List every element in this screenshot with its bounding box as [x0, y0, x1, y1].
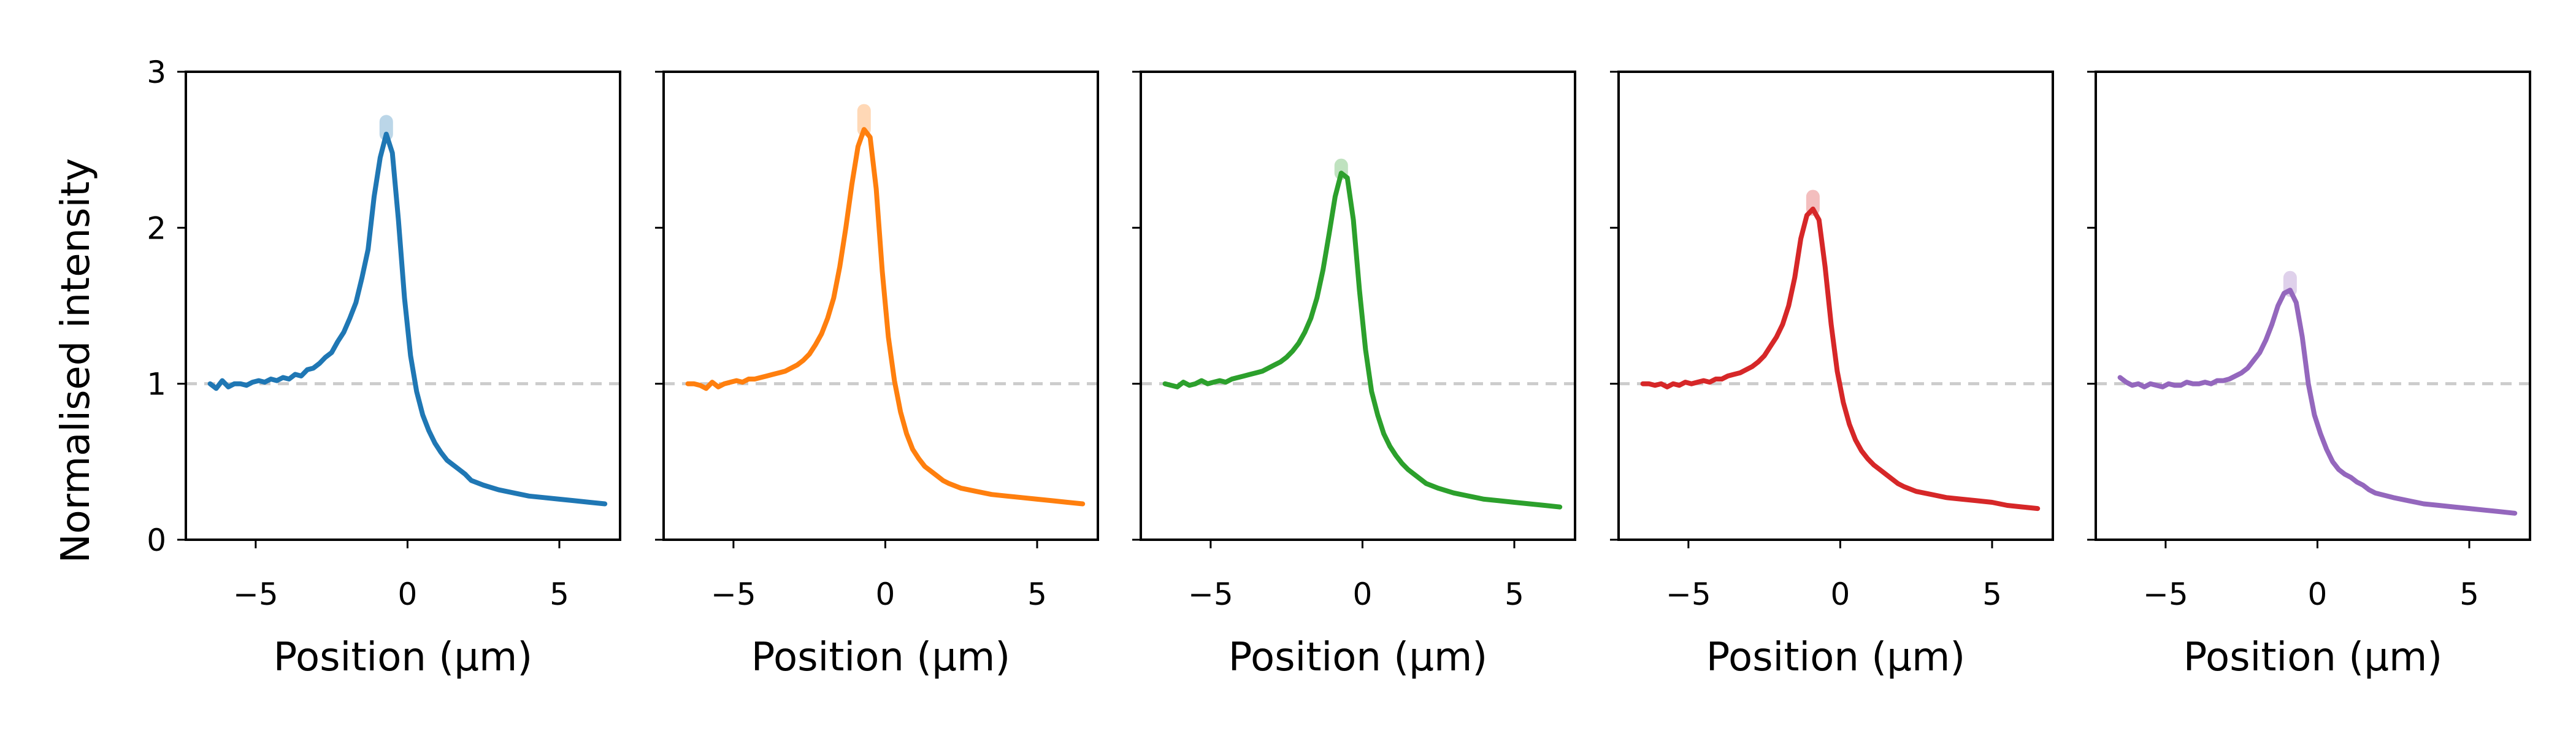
panel-1: −5 0 5 0 1 2 3 Position (µm)	[147, 55, 621, 680]
plot-frame	[662, 71, 1099, 541]
x-tick-label: 0	[1831, 577, 1850, 612]
x-tick-label: −5	[1666, 577, 1711, 612]
x-tick-label: −5	[1188, 577, 1233, 612]
panel-5: −5 0 5 Position (µm)	[2087, 71, 2531, 680]
x-axis-label: Position (µm)	[1229, 635, 1488, 680]
x-axis-label: Position (µm)	[751, 635, 1011, 680]
x-tick-label: 5	[550, 577, 569, 612]
series-line	[1162, 171, 1563, 510]
y-tick-label: 3	[147, 55, 166, 90]
y-tick-label: 2	[147, 210, 166, 246]
series-line	[207, 131, 608, 507]
series-line	[685, 127, 1086, 507]
x-tick-label: −5	[711, 577, 756, 612]
plot-frame	[1617, 71, 2054, 541]
x-axis-label: Position (µm)	[2183, 635, 2443, 680]
plot-frame	[1140, 71, 1576, 541]
x-tick-label: 5	[1982, 577, 2002, 612]
x-tick-label: 5	[1027, 577, 1047, 612]
x-tick-label: 0	[876, 577, 895, 612]
plot-frame	[2095, 71, 2531, 541]
x-tick-label: 5	[2459, 577, 2479, 612]
x-tick-label: 0	[398, 577, 418, 612]
x-axis-label: Position (µm)	[1706, 635, 1966, 680]
panel-4: −5 0 5 Position (µm)	[1610, 71, 2054, 680]
x-axis-label: Position (µm)	[274, 635, 533, 680]
series-line	[1640, 206, 2041, 512]
x-tick-label: 0	[2308, 577, 2328, 612]
y-axis-label: Normalised intensity	[53, 158, 99, 564]
x-tick-label: 0	[1353, 577, 1373, 612]
plot-frame	[185, 71, 621, 541]
panel-2: −5 0 5 Position (µm)	[655, 71, 1099, 680]
y-tick-label: 1	[147, 367, 166, 402]
y-tick-label: 0	[147, 523, 166, 558]
panel-3: −5 0 5 Position (µm)	[1132, 71, 1576, 680]
x-tick-label: −5	[2143, 577, 2188, 612]
series-line	[2117, 288, 2518, 516]
x-tick-label: −5	[233, 577, 278, 612]
x-tick-label: 5	[1505, 577, 1524, 612]
